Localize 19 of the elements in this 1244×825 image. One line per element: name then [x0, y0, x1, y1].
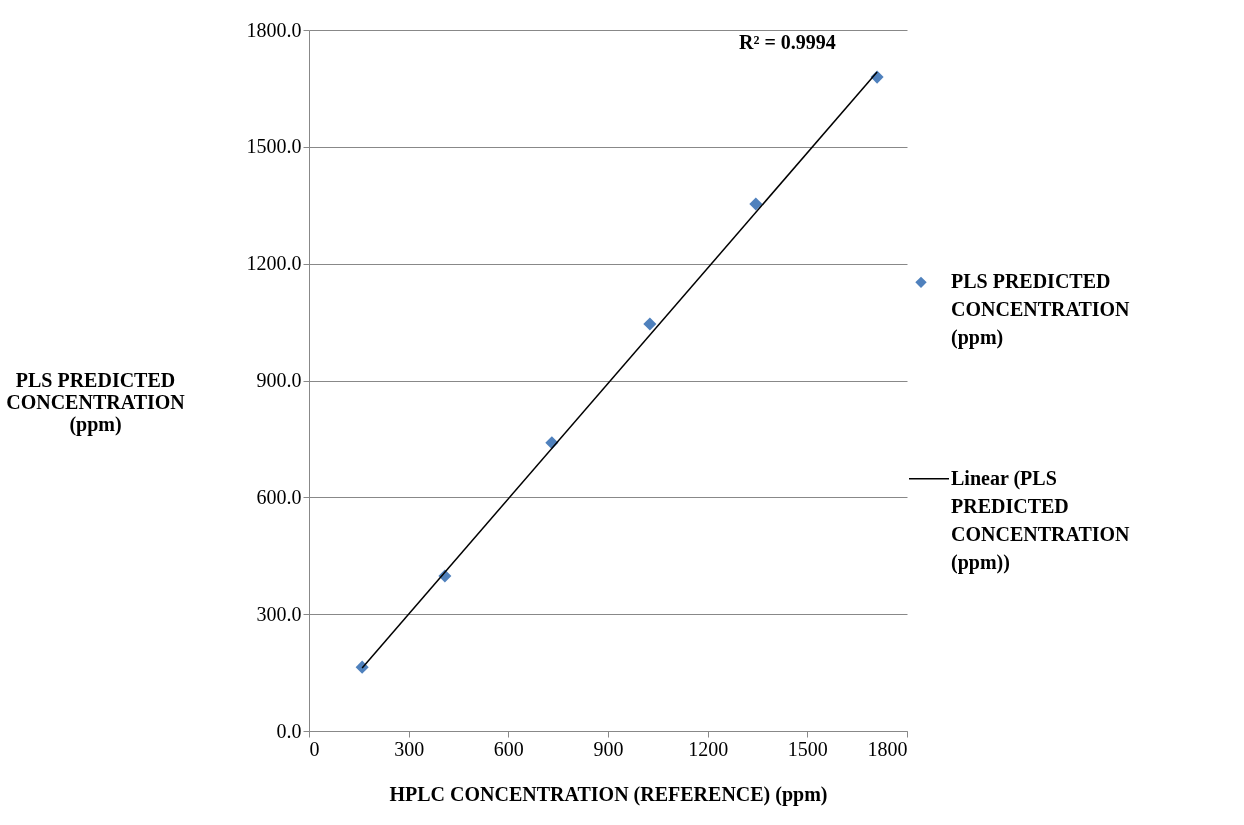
x-tick-label: 600: [493, 737, 524, 760]
x-axis-title: HPLC CONCENTRATION (REFERENCE) (ppm): [389, 782, 828, 806]
y-axis-title: PLS PREDICTED CONCENTRATION (ppm): [6, 369, 186, 436]
y-tick-label: 300.0: [256, 602, 302, 625]
x-tick-label: 1800: [867, 737, 908, 760]
y-tick-label: 1200.0: [246, 252, 302, 275]
legend-label: Linear (PLS PREDICTED CONCENTRATION (ppm)): [951, 466, 1131, 574]
y-tick-label: 1800.0: [246, 18, 302, 41]
y-tick-label: 900.0: [256, 369, 302, 391]
y-tick-label: 0.0: [276, 719, 302, 742]
y-tick-label: 1500.0: [246, 135, 302, 158]
annotation: R² = 0.9994: [738, 31, 836, 53]
x-tick-label: 1200: [688, 737, 729, 760]
legend-label: PLS PREDICTED CONCENTRATION (ppm): [951, 270, 1131, 350]
x-tick-label: 300: [394, 737, 425, 760]
y-tick-label: 600.0: [256, 485, 302, 508]
x-tick-label: 1500: [787, 737, 828, 760]
x-tick-label: 900: [593, 737, 624, 760]
x-tick-label: 0: [309, 737, 320, 760]
